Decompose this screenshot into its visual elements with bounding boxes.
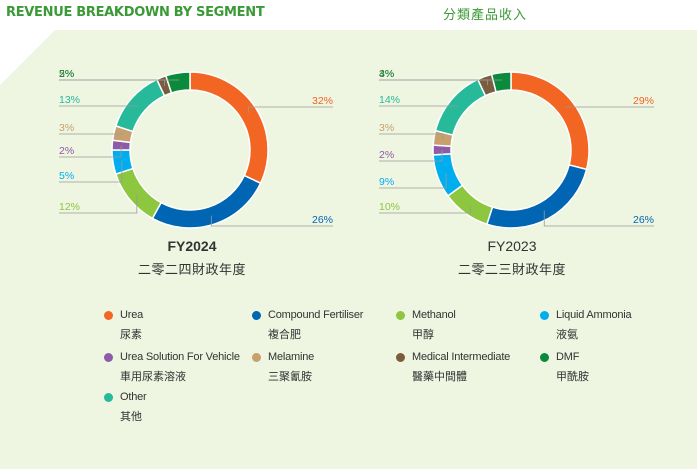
legend-label: Methanol xyxy=(412,309,456,321)
fy2024-pct-label-other: 13% xyxy=(59,94,80,106)
legend-swatch xyxy=(540,311,549,320)
fy2023-pct-label-melamine: 3% xyxy=(379,122,394,134)
fy2023-pct-label-liquid-ammonia: 9% xyxy=(379,176,394,188)
legend-label: DMF xyxy=(556,351,580,363)
fy2024-pct-label-liquid-ammonia: 5% xyxy=(59,170,74,182)
fy2023-pct-label-medical-intermediate: 3% xyxy=(379,68,394,80)
fy2024-slice-dmf xyxy=(164,71,191,94)
fy2023-leader-liquid-ammonia xyxy=(379,173,447,189)
fy2023-slice-dmf xyxy=(490,71,512,93)
fy2024-pct-label-melamine: 3% xyxy=(59,122,74,134)
fy2024-pct-label-medical-intermediate: 2% xyxy=(59,68,74,80)
legend-swatch xyxy=(104,393,113,402)
fy2023-pct-label-other: 14% xyxy=(379,94,400,106)
legend-label: Urea xyxy=(120,309,144,321)
legend-label: Urea Solution For Vehicle xyxy=(120,351,240,363)
legend-swatch xyxy=(396,353,405,362)
legend-label-chinese: 複合肥 xyxy=(268,328,301,341)
legend-swatch xyxy=(540,353,549,362)
legend-label: Other xyxy=(120,391,147,403)
fy2023-leader-melamine xyxy=(379,133,444,140)
legend-label: Compound Fertiliser xyxy=(268,309,364,321)
legend-label: Liquid Ammonia xyxy=(556,309,632,321)
fy2024-pct-label-urea-solution-for-vehicle: 2% xyxy=(59,145,74,157)
fy2024-leader-compound-fertiliser xyxy=(210,215,333,227)
fy2024-leader-urea xyxy=(247,106,333,114)
legend-swatch xyxy=(104,311,113,320)
legend-label-chinese: 醫藥中間體 xyxy=(412,370,467,383)
legend-label-chinese: 液氨 xyxy=(556,328,578,341)
legend-label-chinese: 甲醇 xyxy=(412,328,434,341)
legend-label-chinese: 甲酰胺 xyxy=(556,370,589,383)
fy2024-leader-liquid-ammonia xyxy=(59,160,123,183)
fy2023-label-chinese: 二零二三財政年度 xyxy=(457,263,566,278)
fy2024-slice-compound-fertiliser xyxy=(151,174,262,229)
fy2023-leader-methanol xyxy=(379,205,471,214)
fy2023-leader-urea-solution-for-vehicle xyxy=(379,150,443,162)
fy2023-pct-label-compound-fertiliser: 26% xyxy=(633,214,654,226)
legend-label-chinese: 尿素 xyxy=(120,328,142,341)
legend-swatch xyxy=(252,353,261,362)
legend-label: Melamine xyxy=(268,351,315,363)
fy2024-pct-label-compound-fertiliser: 26% xyxy=(312,214,333,226)
legend-swatch xyxy=(396,311,405,320)
fy2023-pct-label-methanol: 10% xyxy=(379,201,400,213)
fy2024-leader-urea-solution-for-vehicle xyxy=(59,145,122,158)
legend-label: Medical Intermediate xyxy=(412,351,511,363)
page-title-chinese: 分類產品收入 xyxy=(443,8,528,23)
fy2024-slice-methanol xyxy=(114,167,163,220)
fy2024-label-chinese: 二零二四財政年度 xyxy=(137,263,246,278)
fy2023-pct-label-dmf: 4% xyxy=(379,68,394,80)
fy2024-label: FY2024 xyxy=(167,238,217,254)
page-title: REVENUE BREAKDOWN BY SEGMENT xyxy=(6,5,265,20)
legend-swatch xyxy=(104,353,113,362)
fy2024-pct-label-dmf: 5% xyxy=(59,68,74,80)
fy2023-pct-label-urea-solution-for-vehicle: 2% xyxy=(379,149,394,161)
legend-label-chinese: 車用尿素溶液 xyxy=(120,370,186,383)
fy2023-pct-label-urea: 29% xyxy=(633,95,654,107)
fy2024-slice-other xyxy=(114,78,166,133)
fy2024-pct-label-methanol: 12% xyxy=(59,201,80,213)
legend-label-chinese: 三聚氰胺 xyxy=(268,370,312,383)
fy2023-leader-compound-fertiliser xyxy=(543,210,654,227)
legend-swatch xyxy=(252,311,261,320)
fy2024-slice-urea xyxy=(189,71,269,185)
legend-label-chinese: 其他 xyxy=(120,410,142,423)
fy2023-slice-urea xyxy=(510,71,590,171)
fy2023-slice-compound-fertiliser xyxy=(485,164,588,229)
fy2023-label: FY2023 xyxy=(487,238,537,254)
fy2024-pct-label-urea: 32% xyxy=(312,95,333,107)
fy2023-slice-other xyxy=(434,78,487,136)
fy2024-leader-methanol xyxy=(59,193,138,214)
